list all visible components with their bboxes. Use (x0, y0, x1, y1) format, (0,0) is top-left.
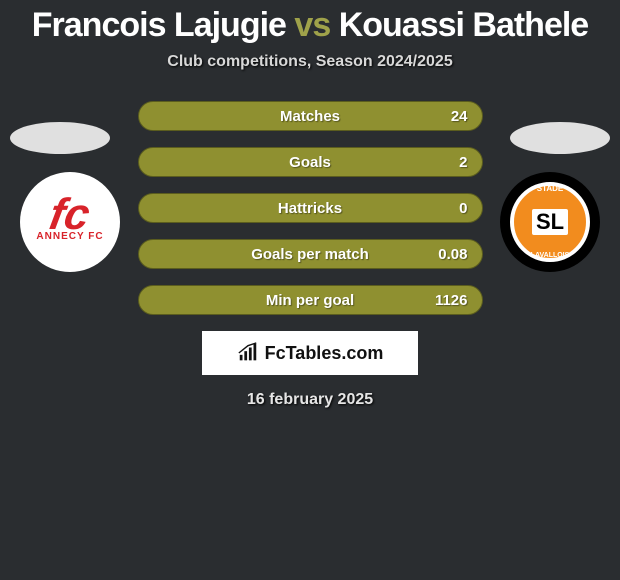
stat-value: 1126 (435, 292, 468, 309)
stat-row: Goals per match 0.08 (138, 239, 483, 269)
stat-row: Goals 2 (138, 147, 483, 177)
stat-value: 0 (459, 200, 467, 217)
vs-label: vs (294, 6, 330, 44)
stat-value: 0.08 (438, 246, 467, 263)
club-logo-right: STADE SL LAVALLOIS (500, 172, 600, 272)
brand-text: FcTables.com (265, 343, 384, 364)
page-title: Francois Lajugie vs Kouassi Bathele (0, 6, 620, 45)
club-logo-left: fc ANNECY FC (20, 172, 120, 272)
player-b-placeholder (510, 122, 610, 154)
stat-value: 2 (459, 154, 467, 171)
club-right-top: STADE (537, 184, 564, 193)
brand-badge[interactable]: FcTables.com (202, 331, 418, 375)
stat-label: Hattricks (278, 200, 342, 217)
stat-row: Matches 24 (138, 101, 483, 131)
stat-label: Min per goal (266, 292, 354, 309)
stat-label: Goals per match (251, 246, 369, 263)
player-b-name: Kouassi Bathele (339, 6, 589, 44)
annecy-fc-icon: fc (48, 202, 92, 228)
club-right-short: SL (532, 209, 568, 235)
club-right-bottom: LAVALLOIS (531, 252, 570, 259)
stat-value: 24 (451, 108, 468, 125)
lavallois-badge-icon: STADE SL LAVALLOIS (510, 182, 590, 262)
bar-chart-icon (237, 342, 259, 364)
stat-row: Min per goal 1126 (138, 285, 483, 315)
subtitle: Club competitions, Season 2024/2025 (0, 53, 620, 71)
date-label: 16 february 2025 (0, 391, 620, 409)
stat-row: Hattricks 0 (138, 193, 483, 223)
stat-label: Goals (289, 154, 331, 171)
player-a-name: Francois Lajugie (32, 6, 286, 44)
player-a-placeholder (10, 122, 110, 154)
header: Francois Lajugie vs Kouassi Bathele Club… (0, 0, 620, 71)
stats-panel: Matches 24 Goals 2 Hattricks 0 Goals per… (138, 101, 483, 315)
stat-label: Matches (280, 108, 340, 125)
